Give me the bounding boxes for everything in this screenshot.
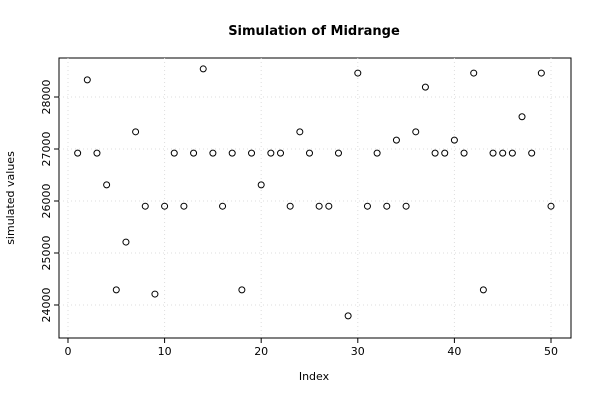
point — [180, 202, 188, 210]
point — [170, 149, 178, 157]
point — [363, 202, 371, 210]
point — [441, 149, 449, 157]
point — [315, 202, 323, 210]
point — [83, 76, 91, 84]
point — [286, 202, 294, 210]
y-tick-label: 27000 — [40, 131, 53, 166]
point — [238, 286, 246, 294]
x-tick-label: 0 — [64, 345, 71, 358]
x-tick-label: 20 — [254, 345, 268, 358]
x-axis-label: Index — [299, 370, 330, 383]
point — [199, 65, 207, 73]
point — [537, 69, 545, 77]
point — [402, 202, 410, 210]
point — [209, 149, 217, 157]
point — [373, 149, 381, 157]
x-tick-label: 10 — [158, 345, 172, 358]
point — [470, 69, 478, 77]
x-tick-label: 30 — [351, 345, 365, 358]
point — [267, 149, 275, 157]
point — [421, 83, 429, 91]
point — [528, 149, 536, 157]
point — [122, 238, 130, 246]
point — [93, 149, 101, 157]
point — [305, 149, 313, 157]
point — [228, 149, 236, 157]
point — [354, 69, 362, 77]
point — [460, 149, 468, 157]
point — [103, 181, 111, 189]
point — [392, 136, 400, 144]
point — [257, 181, 265, 189]
point — [219, 202, 227, 210]
chart-title: Simulation of Midrange — [228, 24, 400, 39]
point — [141, 202, 149, 210]
point — [450, 136, 458, 144]
point — [112, 286, 120, 294]
point — [412, 128, 420, 136]
point — [248, 149, 256, 157]
point — [431, 149, 439, 157]
point — [499, 149, 507, 157]
point — [151, 290, 159, 298]
point — [518, 113, 526, 121]
point — [383, 202, 391, 210]
point — [325, 202, 333, 210]
plot-frame — [58, 57, 572, 339]
point — [296, 128, 304, 136]
y-tick-label: 26000 — [40, 183, 53, 218]
x-tick-label: 40 — [447, 345, 461, 358]
y-tick-label: 24000 — [40, 287, 53, 322]
point — [132, 128, 140, 136]
y-tick-label: 28000 — [40, 79, 53, 114]
y-axis-label: simulated values — [4, 151, 17, 245]
point — [74, 149, 82, 157]
point — [161, 202, 169, 210]
x-tick-label: 50 — [544, 345, 558, 358]
point — [547, 202, 555, 210]
y-tick-label: 25000 — [40, 235, 53, 270]
point — [508, 149, 516, 157]
point — [334, 149, 342, 157]
point — [479, 286, 487, 294]
point — [344, 312, 352, 320]
point — [489, 149, 497, 157]
point — [190, 149, 198, 157]
point — [277, 149, 285, 157]
